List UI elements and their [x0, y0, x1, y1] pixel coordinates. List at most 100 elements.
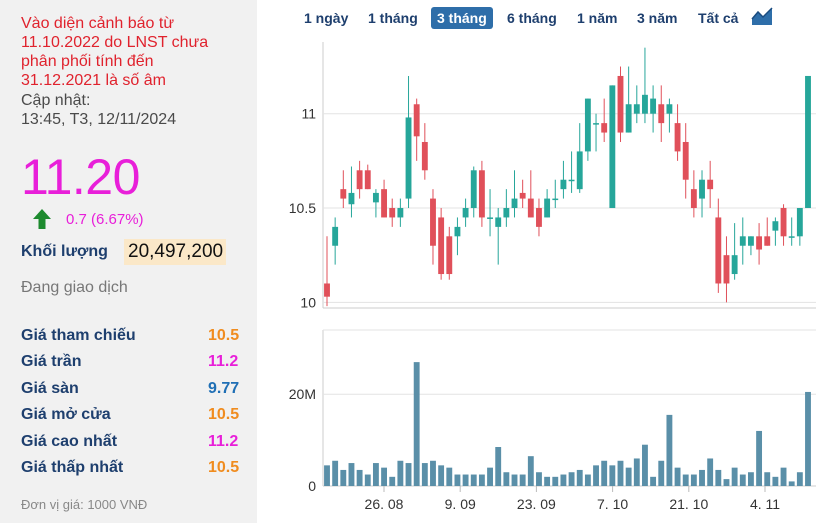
- candle-body: [348, 192, 355, 205]
- volume-bar: [658, 460, 665, 486]
- volume-bar: [805, 391, 811, 486]
- volume-bar: [381, 467, 388, 486]
- stat-value-reference: 10.5: [208, 327, 240, 344]
- candle-body: [666, 104, 673, 114]
- volume-bar: [756, 430, 763, 486]
- candle-body: [609, 85, 616, 209]
- volume-bar: [723, 479, 730, 486]
- candle-body: [756, 236, 763, 250]
- volume-bar: [324, 465, 330, 486]
- candle-body: [584, 98, 591, 152]
- x-tick-label: 7. 10: [597, 496, 628, 512]
- volume-bar: [544, 476, 551, 486]
- volume-label: Khối lượng: [21, 243, 108, 260]
- stat-label-low: Giá thấp nhất: [21, 459, 124, 476]
- price-tick-label: 10: [300, 294, 316, 310]
- candle-body: [372, 192, 379, 203]
- volume-bar: [560, 474, 567, 486]
- candle-body: [552, 198, 559, 201]
- volume-bar: [511, 474, 518, 486]
- volume-bar: [625, 467, 632, 486]
- candle-body: [527, 198, 534, 218]
- candle-body: [617, 75, 624, 133]
- price-change: 0.7 (6.67%): [66, 211, 144, 228]
- candle-body: [511, 198, 518, 209]
- volume-bar: [470, 474, 477, 486]
- warning-line: Vào diện cảnh báo từ: [21, 15, 175, 32]
- candle-body: [397, 208, 404, 218]
- volume-bar: [699, 469, 705, 486]
- tab-all[interactable]: Tất cả: [698, 10, 739, 26]
- candle-body: [593, 123, 599, 125]
- chart-type-icon[interactable]: [750, 5, 774, 27]
- volume-bar: [796, 472, 803, 486]
- volume-bar: [348, 463, 355, 486]
- volume-bar: [340, 469, 347, 486]
- candle-body: [405, 117, 412, 199]
- volume-bar: [462, 474, 469, 486]
- volume-bar: [584, 474, 591, 486]
- candle-body: [324, 283, 330, 297]
- price-tick-label: 11: [301, 106, 316, 122]
- warning-line: 31.12.2021 là số âm: [21, 72, 166, 89]
- tab-1-year[interactable]: 1 năm: [577, 10, 618, 26]
- x-tick-label: 26. 08: [365, 496, 404, 512]
- volume-bar: [478, 474, 485, 486]
- candle-body: [340, 189, 347, 199]
- volume-bar: [446, 467, 453, 486]
- volume-bar: [707, 458, 714, 486]
- tab-3-years[interactable]: 3 năm: [637, 10, 678, 26]
- current-price: 11.20: [21, 149, 140, 205]
- candle-body: [633, 104, 640, 114]
- volume-bar: [332, 460, 339, 486]
- x-tick-label: 23. 09: [517, 496, 556, 512]
- candle-body: [650, 98, 657, 114]
- stat-label-high: Giá cao nhất: [21, 433, 118, 450]
- tab-6-months[interactable]: 6 tháng: [507, 10, 557, 26]
- unit-note: Đơn vị giá: 1000 VNĐ: [21, 497, 148, 512]
- volume-bar: [568, 472, 575, 486]
- update-label: Cập nhật:: [21, 92, 91, 109]
- tab-1-month[interactable]: 1 tháng: [368, 10, 418, 26]
- volume-bar: [633, 458, 640, 486]
- candle-body: [462, 208, 469, 218]
- stat-value-open: 10.5: [208, 406, 240, 423]
- volume-bar: [715, 469, 722, 486]
- candle-body: [788, 236, 795, 238]
- update-time: 13:45, T3, 12/11/2024: [21, 111, 177, 128]
- candle-body: [658, 104, 665, 124]
- candle-body: [495, 217, 502, 227]
- volume-bar: [364, 474, 371, 486]
- volume-bar: [674, 467, 681, 486]
- tab-1-day[interactable]: 1 ngày: [304, 10, 349, 26]
- volume-bar: [731, 467, 738, 486]
- candle-body: [364, 170, 371, 190]
- candle-body: [674, 123, 681, 152]
- volume-bar: [527, 456, 534, 486]
- volume-bar: [764, 472, 771, 486]
- arrow-up-icon: [33, 209, 51, 229]
- candle-body: [389, 208, 396, 218]
- candle-body: [772, 221, 779, 231]
- candle-body: [780, 208, 787, 237]
- candle-body: [625, 104, 632, 133]
- volume-bar: [487, 467, 493, 486]
- candle-body: [536, 208, 542, 227]
- candle-body: [503, 208, 510, 218]
- tab-3-months[interactable]: 3 tháng: [431, 7, 493, 29]
- candle-body: [470, 170, 477, 209]
- volume-bar: [430, 460, 436, 486]
- volume-bar: [576, 469, 583, 486]
- candle-body: [601, 123, 608, 133]
- volume-bar: [397, 460, 404, 486]
- candle-body: [764, 236, 771, 246]
- volume-bar: [503, 472, 510, 486]
- candle-body: [560, 179, 567, 190]
- volume-value: 20,497,200: [124, 239, 227, 265]
- volume-bar: [389, 476, 396, 486]
- stat-label-floor: Giá sàn: [21, 380, 79, 397]
- candle-body: [805, 75, 811, 209]
- warning-line: phân phối tính đến: [21, 53, 154, 70]
- warning-line: 11.10.2022 do LNST chưa: [21, 34, 209, 51]
